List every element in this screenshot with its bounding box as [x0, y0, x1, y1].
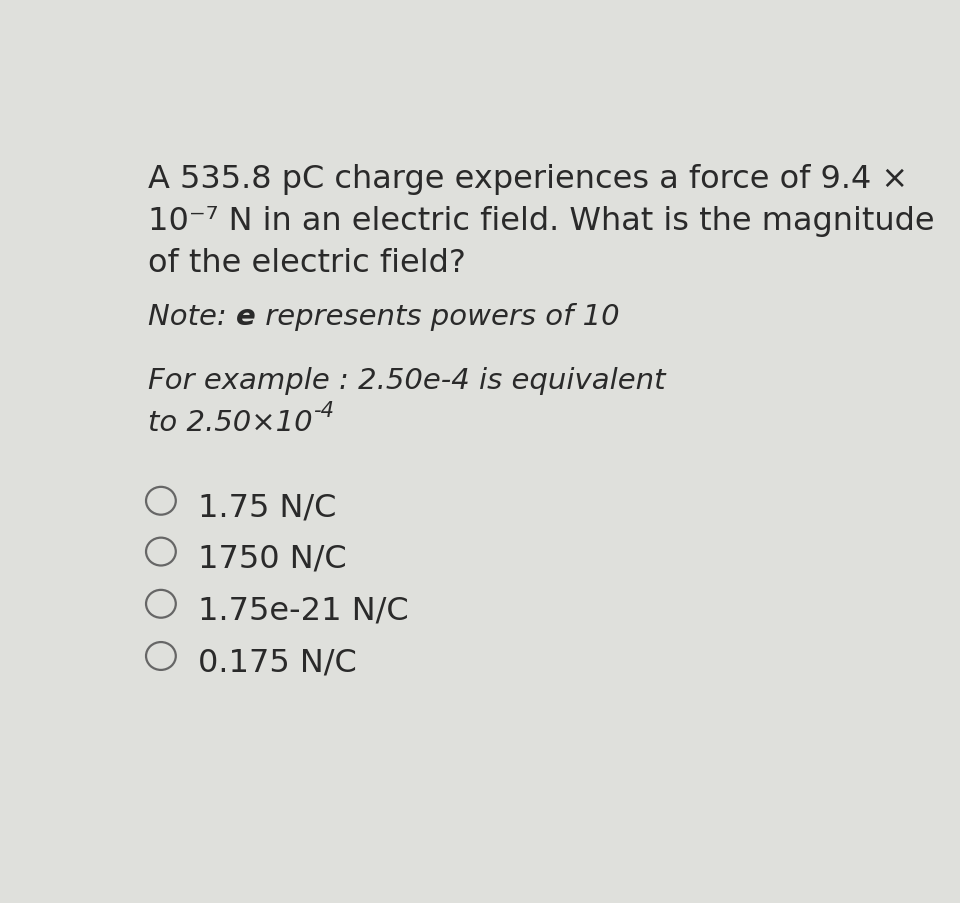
Text: -4: -4: [313, 401, 334, 421]
Text: A 535.8 pC charge experiences a force of 9.4 ×: A 535.8 pC charge experiences a force of…: [148, 164, 908, 195]
Text: 10⁻⁷ N in an electric field. What is the magnitude: 10⁻⁷ N in an electric field. What is the…: [148, 206, 935, 237]
Text: 0.175 N/C: 0.175 N/C: [198, 647, 357, 678]
Text: to 2.50×10: to 2.50×10: [148, 409, 313, 437]
Text: represents powers of 10: represents powers of 10: [256, 303, 619, 331]
Text: 1.75 N/C: 1.75 N/C: [198, 492, 337, 523]
Text: Note:: Note:: [148, 303, 236, 331]
Text: 1750 N/C: 1750 N/C: [198, 543, 347, 574]
Text: For example : 2.50e-4 is equivalent: For example : 2.50e-4 is equivalent: [148, 367, 666, 395]
Text: 1.75e-21 N/C: 1.75e-21 N/C: [198, 595, 409, 626]
Text: of the electric field?: of the electric field?: [148, 247, 467, 278]
Text: e: e: [236, 303, 256, 331]
